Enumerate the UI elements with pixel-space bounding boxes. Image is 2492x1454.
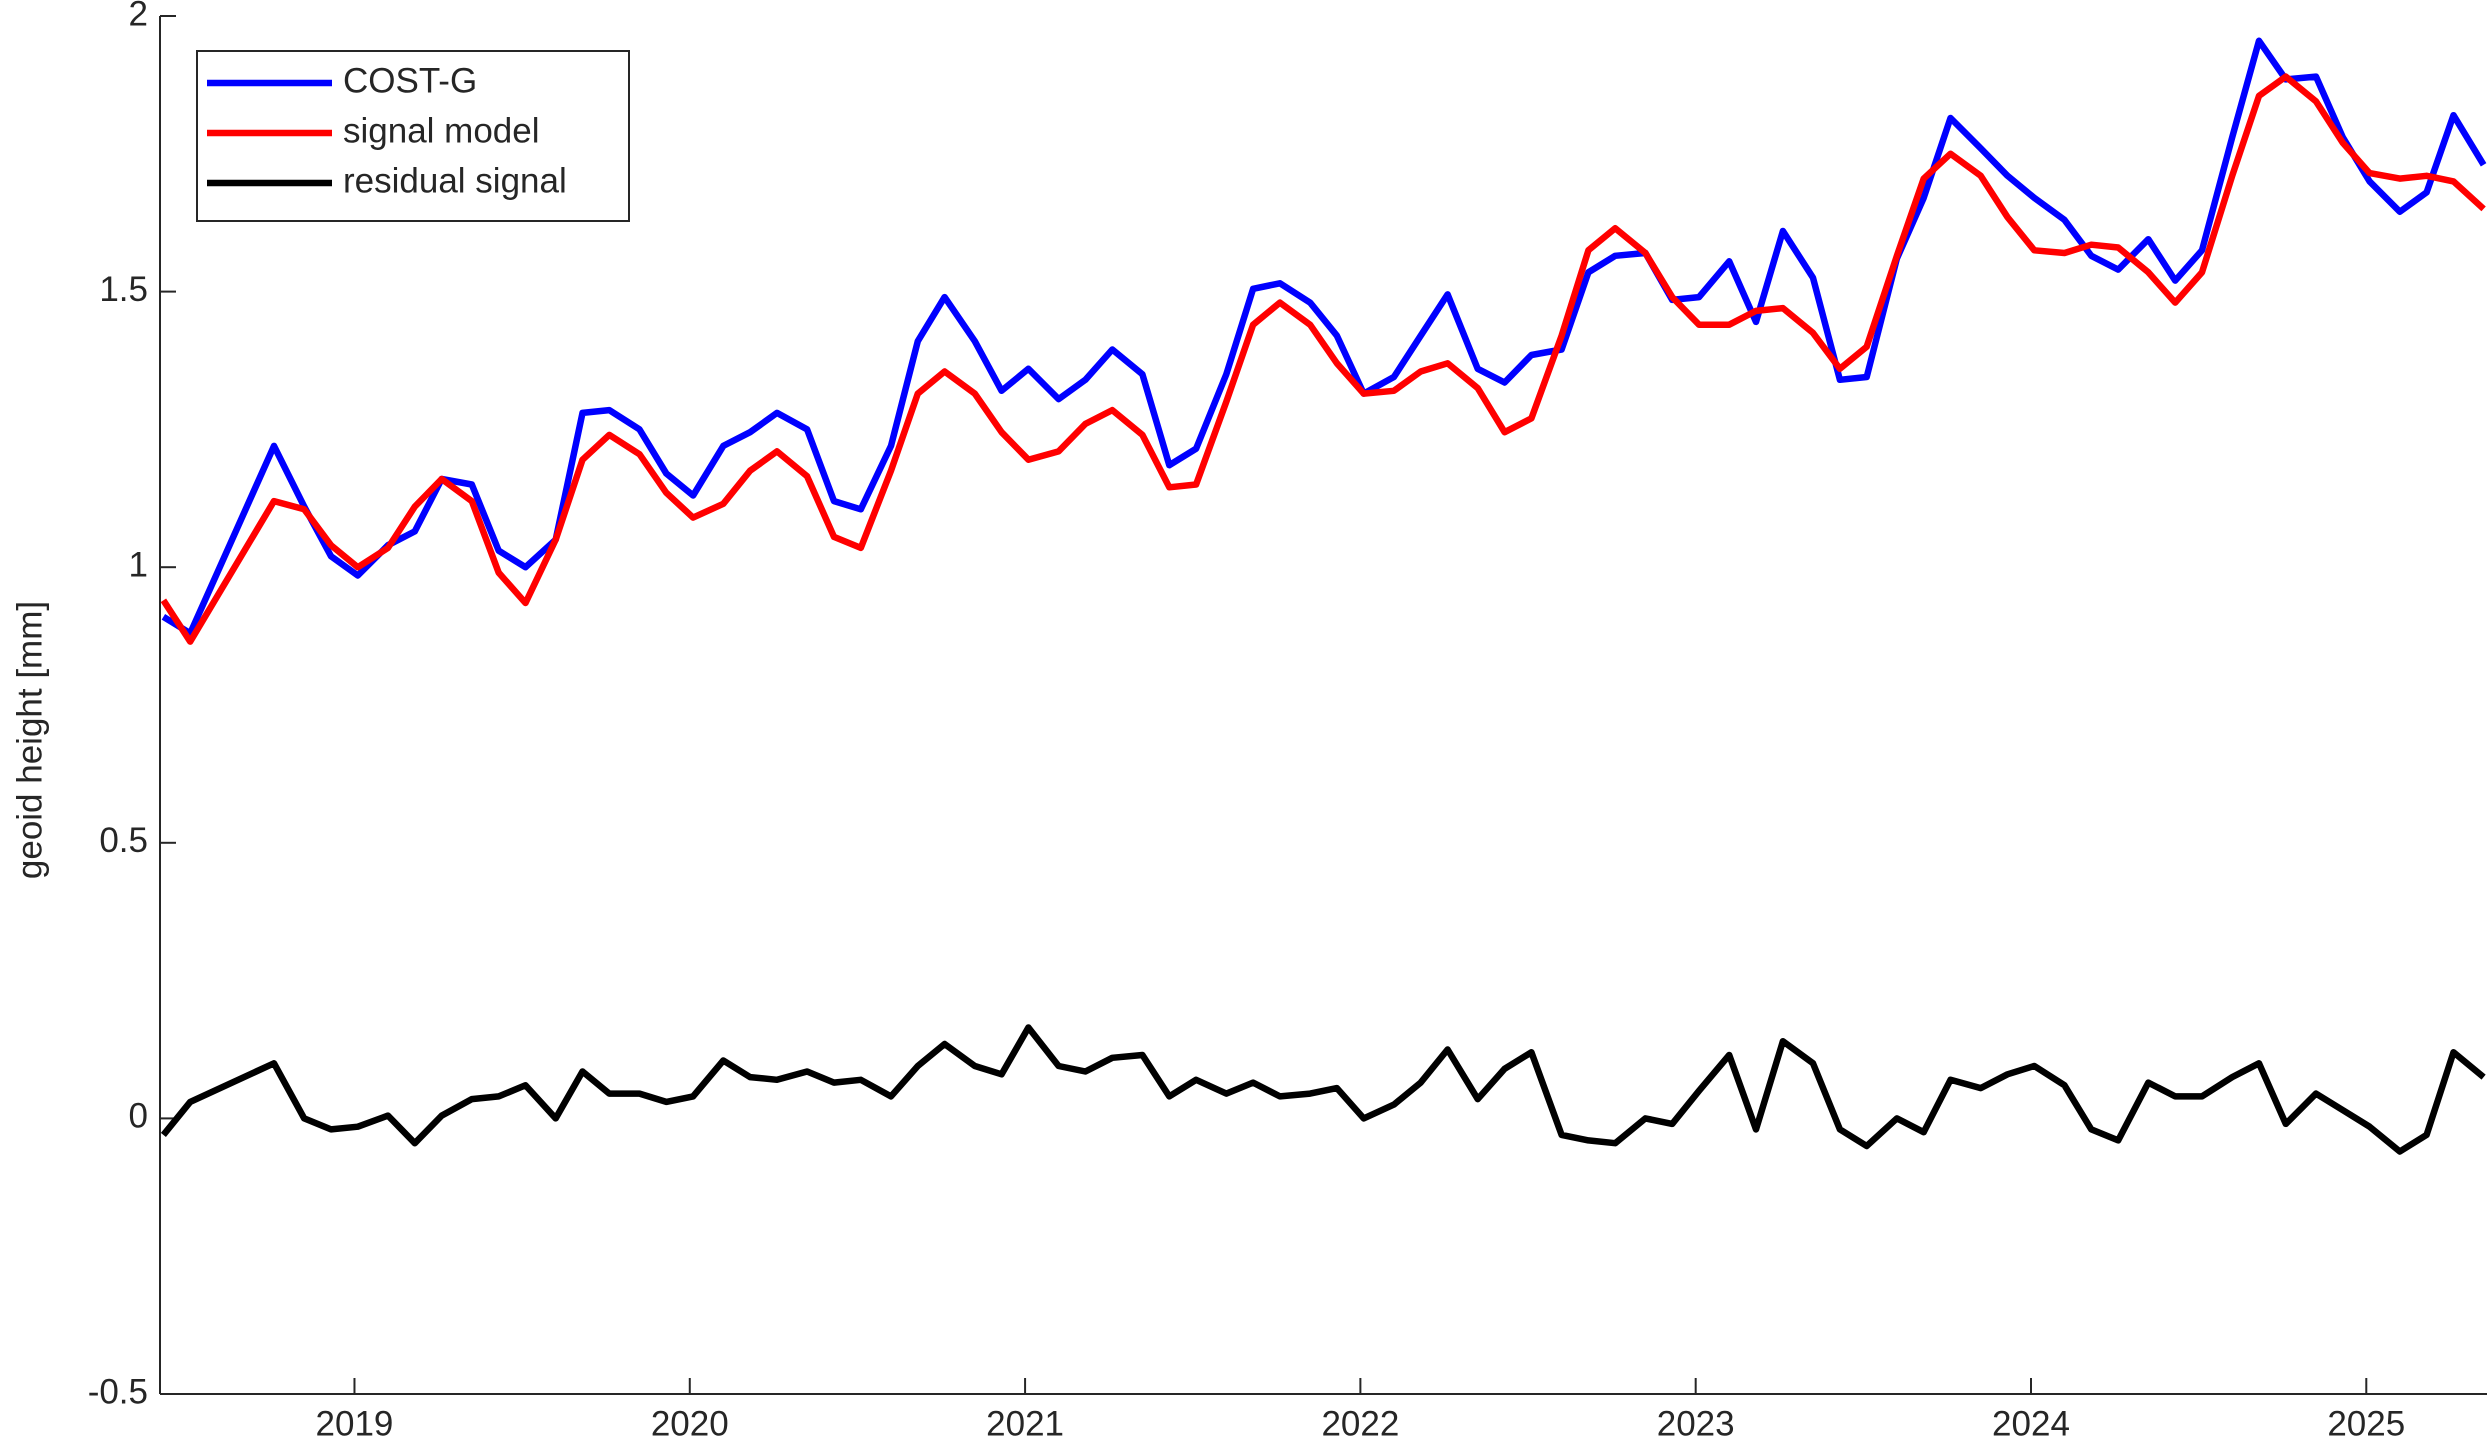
y-tick-label: -0.5	[88, 1372, 148, 1411]
x-tick-label: 2020	[651, 1404, 729, 1443]
y-tick-label: 1	[129, 545, 148, 584]
legend-label: signal model	[343, 111, 540, 150]
y-tick-label: 1.5	[99, 270, 148, 309]
y-tick-label: 0.5	[99, 821, 148, 860]
x-tick-label: 2022	[1321, 1404, 1399, 1443]
y-tick-label: 0	[129, 1097, 148, 1136]
x-tick-label: 2023	[1657, 1404, 1735, 1443]
y-axis-label: geoid height [mm]	[10, 601, 49, 879]
series-line	[160, 73, 2486, 645]
y-tick-label: 2	[129, 0, 148, 33]
series-line	[160, 1024, 2486, 1155]
series-line	[161, 37, 2487, 637]
x-tick-label: 2019	[316, 1404, 394, 1443]
legend-label: COST-G	[343, 61, 477, 100]
x-tick-label: 2025	[2327, 1404, 2405, 1443]
legend-label: residual signal	[343, 161, 567, 200]
x-tick-label: 2024	[1992, 1404, 2070, 1443]
x-tick-label: 2021	[986, 1404, 1064, 1443]
